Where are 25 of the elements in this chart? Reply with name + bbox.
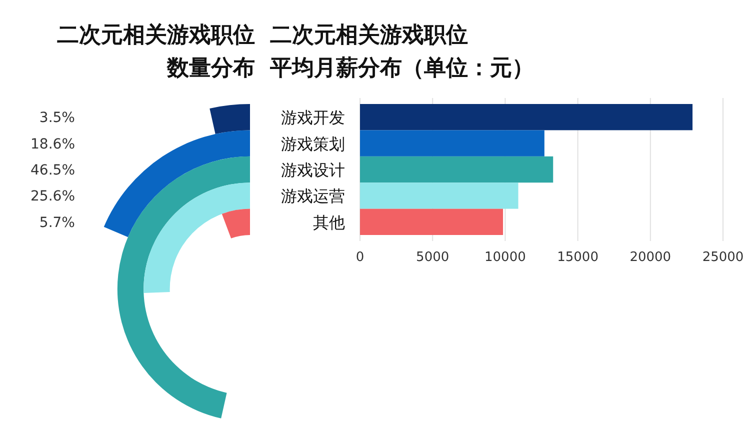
bar — [360, 182, 518, 209]
y-tick-label: 其他 — [313, 212, 345, 232]
text: 数量分布 — [166, 56, 255, 81]
data-label: 5.7% — [39, 214, 75, 231]
y-tick-label: 游戏设计 — [281, 160, 345, 180]
x-tick-label: 25000 — [702, 250, 744, 265]
bar — [360, 156, 554, 183]
x-tick-label: 0 — [356, 250, 364, 265]
data-label: 46.5% — [30, 162, 75, 178]
x-tick-label: 20000 — [630, 250, 672, 265]
y-tick-label: 游戏开发 — [281, 108, 345, 128]
x-tick-label: 15000 — [557, 250, 598, 265]
chart-title: 二次元相关游戏职位 — [270, 23, 468, 48]
data-label: 3.5% — [39, 110, 75, 126]
chart-subtitle: 平均月薪分布（单位：元） — [269, 56, 534, 81]
bar — [360, 208, 504, 235]
text: 二次元相关游戏职位 — [57, 23, 255, 48]
data-label: 18.6% — [30, 136, 75, 152]
bar — [360, 130, 544, 156]
x-tick-label: 10000 — [484, 250, 526, 265]
y-tick-label: 游戏策划 — [281, 134, 345, 154]
data-label: 25.6% — [30, 188, 75, 205]
y-tick-label: 游戏运营 — [281, 186, 345, 206]
bar — [360, 104, 693, 130]
x-tick-label: 5000 — [416, 250, 450, 265]
